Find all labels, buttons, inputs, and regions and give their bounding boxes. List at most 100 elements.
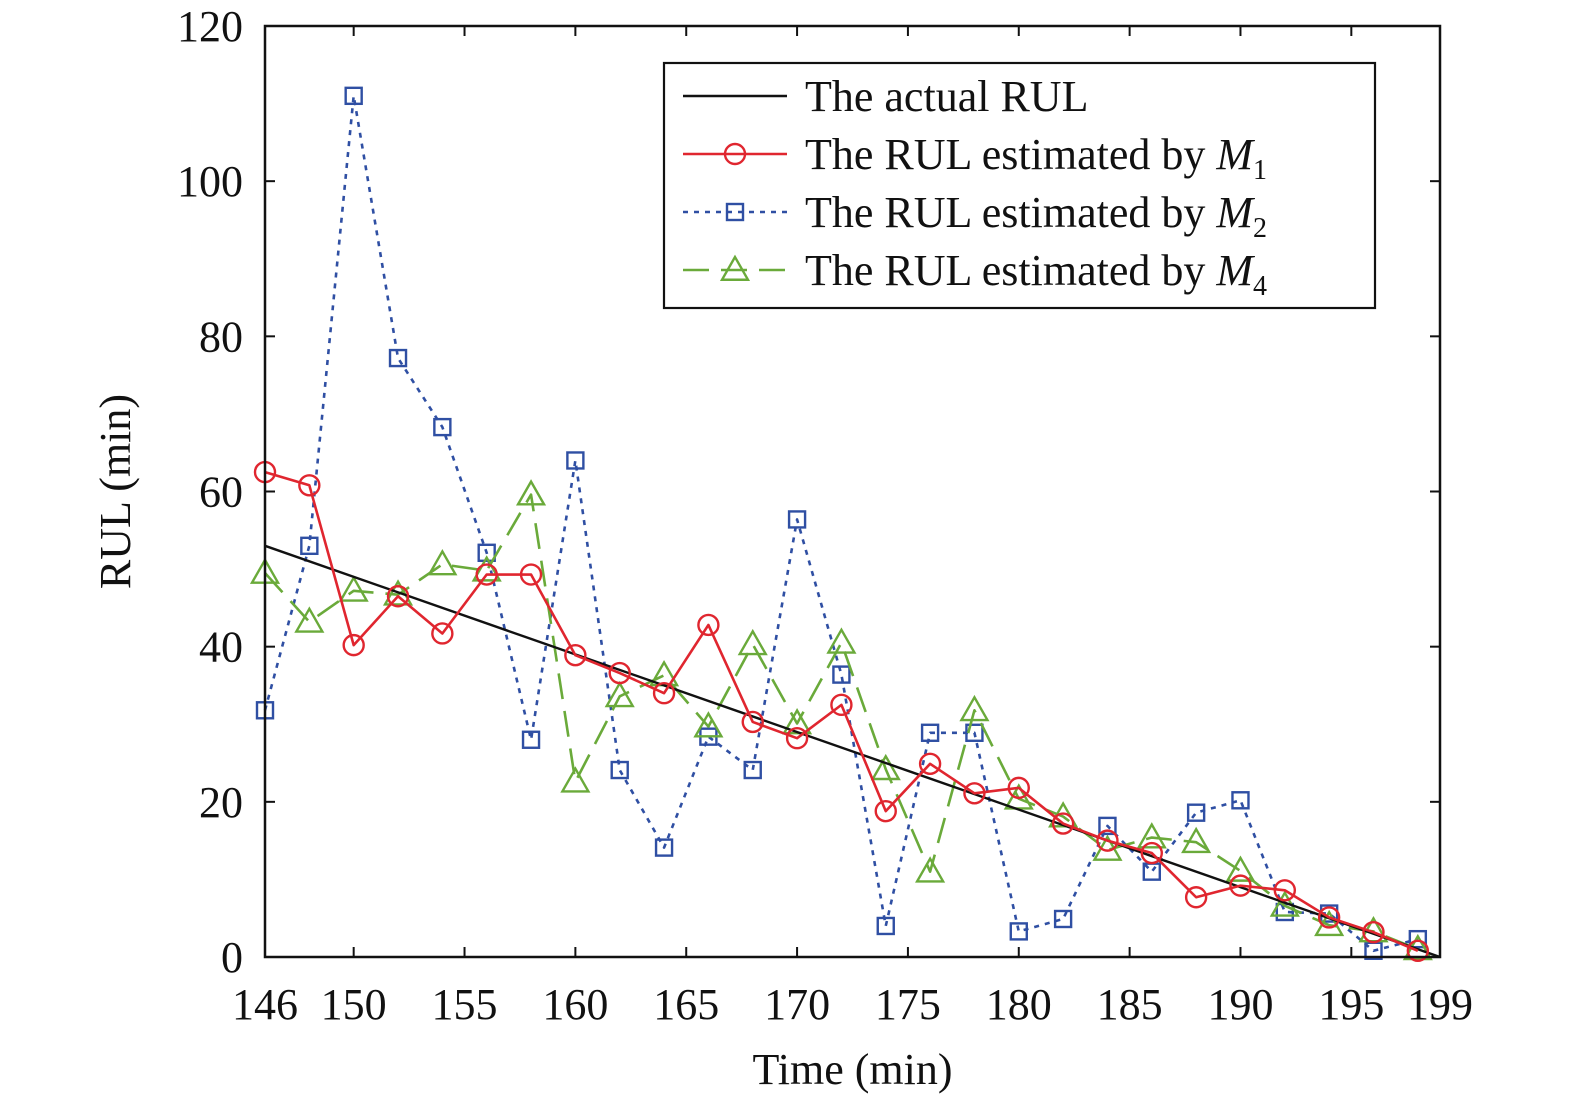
data-point [1136, 822, 1167, 849]
legend-entry: The actual RUL [683, 72, 1088, 121]
data-point [388, 348, 408, 368]
data-point [743, 760, 762, 780]
data-point [1275, 902, 1295, 922]
x-tick-label: 199 [1407, 980, 1473, 1029]
series-2 [255, 86, 1428, 960]
series-line [264, 493, 1419, 951]
data-point [477, 543, 496, 562]
data-point [1053, 909, 1073, 929]
legend-label-text: The RUL estimated by [805, 188, 1216, 237]
legend-label-text: The actual RUL [805, 72, 1088, 121]
legend-label-sub: 4 [1253, 271, 1267, 302]
data-point [870, 753, 901, 781]
x-tick-label: 155 [432, 980, 498, 1029]
y-tick-label: 0 [221, 933, 243, 982]
x-tick-label: 170 [764, 980, 830, 1029]
data-point [787, 510, 807, 529]
data-point [1273, 879, 1297, 902]
data-point [915, 856, 946, 883]
data-point [519, 563, 543, 586]
data-point [515, 479, 547, 506]
data-point [294, 606, 325, 633]
y-tick-label: 100 [177, 157, 243, 206]
data-point [654, 838, 674, 857]
data-point [342, 633, 365, 657]
data-point [1362, 920, 1385, 944]
data-point [1408, 929, 1428, 949]
x-tick-label: 165 [653, 980, 719, 1029]
data-point [566, 451, 585, 470]
series-line [264, 544, 1441, 959]
legend-box [662, 61, 1377, 310]
data-point [427, 549, 458, 576]
legend-label: The RUL estimated by M2 [805, 188, 1267, 244]
x-tick-label: 195 [1318, 980, 1384, 1029]
y-tick-label: 120 [177, 2, 243, 51]
data-point [832, 665, 851, 684]
x-tick-label: 160 [542, 980, 608, 1029]
legend-swatch-marker [725, 202, 745, 222]
series-0 [264, 544, 1441, 959]
data-point [1051, 812, 1075, 835]
x-tick-label: 150 [321, 980, 387, 1029]
data-point [652, 682, 676, 705]
data-point [785, 727, 809, 750]
data-point [1098, 816, 1117, 836]
data-point [564, 644, 587, 667]
data-point [830, 693, 853, 717]
data-point [1181, 826, 1212, 854]
legend-label: The RUL estimated by M4 [805, 246, 1267, 302]
y-tick-label: 60 [199, 468, 243, 517]
y-tick-label: 40 [199, 623, 243, 672]
legend-label-text: The RUL estimated by [805, 130, 1216, 179]
legend-label-text: The RUL estimated by [805, 246, 1216, 295]
x-tick-label: 185 [1097, 980, 1163, 1029]
data-point [1184, 886, 1208, 909]
series-line [263, 94, 1419, 953]
x-axis-ticks: 146 150 155 160 165 170 175 180 185 190 195 199 [232, 26, 1473, 1029]
data-point [920, 723, 940, 742]
data-point [608, 661, 631, 685]
data-point [1186, 803, 1206, 822]
data-point [300, 536, 319, 556]
legend-entry: The RUL estimated by M2 [683, 188, 1267, 244]
data-point [344, 86, 363, 106]
data-point [1009, 922, 1028, 941]
data-point [1140, 841, 1163, 865]
data-point [741, 710, 764, 734]
legend-entry: The RUL estimated by M1 [683, 130, 1267, 186]
data-point [1225, 855, 1256, 882]
y-tick-label: 20 [199, 778, 243, 827]
series-line [264, 470, 1419, 952]
legend-label-var: M [1215, 130, 1255, 179]
x-tick-label: 180 [986, 980, 1052, 1029]
legend-swatch-marker [719, 254, 751, 281]
legend-label-var: M [1215, 246, 1255, 295]
x-tick-label: 175 [875, 980, 941, 1029]
data-point [433, 417, 452, 437]
x-tick-label: 146 [232, 980, 298, 1029]
data-point [475, 563, 498, 586]
data-point [918, 752, 942, 776]
data-point [697, 613, 720, 637]
data-point [610, 760, 629, 780]
legend-label-var: M [1215, 188, 1255, 237]
data-point [1096, 829, 1119, 852]
legend-label-sub: 2 [1253, 213, 1267, 244]
y-axis-ticks: 0 20 40 60 80 100 120 [177, 2, 1440, 982]
data-point [604, 680, 635, 708]
data-point [874, 799, 897, 823]
data-point [471, 555, 502, 582]
data-point [338, 575, 369, 602]
plot-series [249, 86, 1441, 962]
y-tick-label: 80 [199, 312, 243, 361]
x-axis-label: Time (min) [752, 1045, 952, 1094]
data-point [737, 628, 768, 656]
data-point [965, 723, 984, 742]
data-point [382, 579, 414, 606]
data-point [693, 711, 724, 738]
data-point [386, 585, 410, 608]
series-1 [253, 460, 1430, 962]
